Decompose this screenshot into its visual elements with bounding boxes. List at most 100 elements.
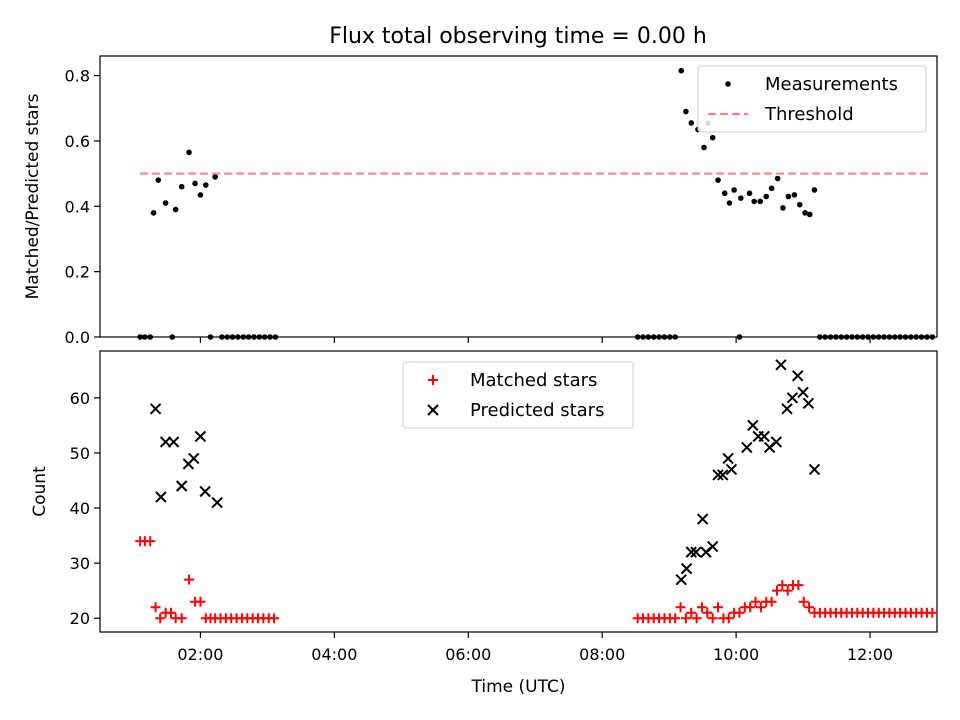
- data-point: [751, 198, 757, 205]
- data-point: [781, 403, 793, 415]
- data-point: [224, 334, 231, 340]
- data-point: [913, 334, 920, 340]
- data-point: [785, 193, 792, 200]
- data-point: [713, 602, 724, 613]
- data-point: [670, 613, 681, 624]
- data-point: [199, 485, 211, 498]
- data-point: [786, 392, 799, 404]
- y-tick-label: 50: [70, 444, 90, 463]
- data-point: [717, 469, 729, 481]
- data-point: [723, 613, 734, 624]
- y-tick-label: 0.2: [65, 263, 90, 282]
- data-point: [251, 334, 257, 340]
- data-point: [757, 198, 764, 205]
- data-point: [870, 334, 877, 340]
- series-matched-stars: [135, 536, 938, 624]
- data-point: [838, 334, 845, 340]
- axes-frame: [99, 55, 938, 338]
- data-point: [702, 607, 713, 618]
- data-point: [908, 334, 914, 340]
- data-point: [667, 334, 673, 340]
- data-point: [155, 177, 162, 183]
- legend-marker: [427, 404, 439, 416]
- data-point: [229, 334, 236, 340]
- data-point: [186, 149, 192, 156]
- data-point: [747, 419, 759, 432]
- y-tick-label: 0.8: [65, 67, 90, 86]
- data-point: [678, 67, 685, 74]
- data-point: [797, 386, 809, 399]
- data-point: [802, 397, 815, 410]
- data-point: [886, 334, 893, 340]
- legend-label: Measurements: [765, 74, 898, 95]
- x-tick-label: 02:00: [177, 645, 223, 664]
- data-point: [715, 177, 721, 183]
- y-tick-label: 60: [70, 389, 90, 408]
- data-point: [680, 613, 691, 624]
- data-point: [929, 334, 936, 340]
- x-tick-label: 10:00: [713, 645, 759, 664]
- data-point: [680, 562, 693, 575]
- data-point: [696, 602, 707, 613]
- data-point: [683, 108, 689, 115]
- data-point: [746, 190, 753, 197]
- data-point: [650, 334, 657, 340]
- data-point: [726, 200, 733, 206]
- data-point: [804, 602, 815, 613]
- series-predicted-stars: [149, 359, 821, 586]
- data-point: [722, 452, 734, 465]
- data-point: [178, 183, 185, 190]
- data-point: [770, 436, 783, 448]
- y-tick-label: 40: [70, 499, 90, 518]
- data-point: [634, 334, 641, 340]
- data-point: [661, 334, 668, 340]
- data-point: [272, 334, 279, 340]
- data-point: [149, 403, 162, 415]
- data-point: [192, 180, 198, 187]
- data-point: [672, 334, 678, 340]
- data-point: [811, 187, 818, 193]
- x-tick-label: 06:00: [445, 645, 491, 664]
- series-measurements: [137, 67, 936, 340]
- y-tick-label: 20: [70, 609, 90, 628]
- data-point: [774, 175, 781, 182]
- data-point: [709, 134, 716, 141]
- legend-marker: [428, 375, 438, 385]
- legend-label: Matched stars: [470, 370, 597, 391]
- data-point: [796, 201, 803, 208]
- data-point: [780, 205, 786, 211]
- data-point: [235, 334, 241, 340]
- data-point: [892, 334, 898, 340]
- data-point: [202, 182, 209, 188]
- data-point: [188, 452, 200, 465]
- data-point: [897, 334, 903, 340]
- data-point: [175, 480, 188, 492]
- data-point: [775, 359, 787, 371]
- y-axis-label: Count: [30, 466, 50, 517]
- data-point: [745, 602, 756, 613]
- legend-frame: [697, 65, 927, 133]
- ratio-panel: 0.0 0.2 0.4 0.6 0.8 Matched/Predicted stars Me…: [23, 55, 938, 347]
- data-point: [731, 187, 737, 193]
- data-point: [725, 463, 738, 476]
- data-point: [686, 607, 697, 618]
- data-point: [849, 334, 855, 340]
- data-point: [766, 596, 777, 607]
- data-point: [645, 334, 652, 340]
- data-point: [212, 174, 218, 180]
- data-point: [734, 607, 745, 618]
- x-tick-label: 12:00: [847, 645, 893, 664]
- data-point: [758, 430, 770, 443]
- x-axis-label: Time (UTC): [471, 677, 566, 697]
- chart-title: Flux total observing time = 0.00 h: [329, 24, 707, 49]
- y-axis-label: Matched/Predicted stars: [23, 93, 43, 299]
- data-point: [167, 436, 180, 448]
- data-point: [918, 334, 925, 340]
- data-point: [195, 596, 206, 607]
- data-point: [150, 210, 157, 216]
- data-point: [142, 334, 148, 340]
- data-point: [675, 602, 686, 613]
- data-point: [806, 211, 813, 218]
- data-point: [875, 334, 882, 340]
- data-point: [675, 573, 687, 586]
